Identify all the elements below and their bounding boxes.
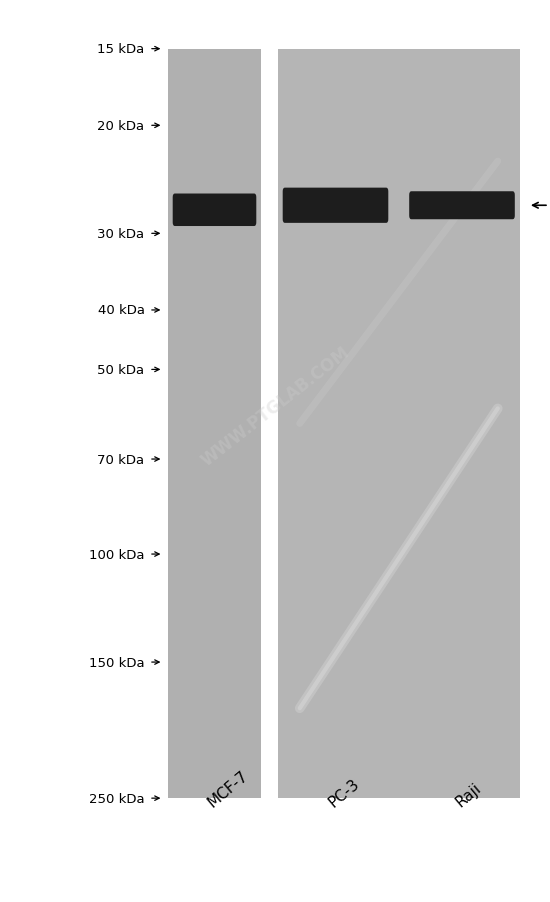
Text: 40 kDa: 40 kDa: [97, 304, 145, 318]
Text: 50 kDa: 50 kDa: [97, 364, 145, 376]
Text: 70 kDa: 70 kDa: [97, 453, 145, 466]
Bar: [168, 50, 261, 798]
Text: 15 kDa: 15 kDa: [97, 43, 145, 56]
Text: Raji: Raji: [452, 779, 483, 809]
Text: 100 kDa: 100 kDa: [89, 548, 145, 561]
Text: 20 kDa: 20 kDa: [97, 120, 145, 133]
Bar: [278, 50, 520, 798]
Text: 150 kDa: 150 kDa: [89, 656, 145, 668]
Text: 30 kDa: 30 kDa: [97, 227, 145, 241]
Text: PC-3: PC-3: [326, 775, 362, 809]
Text: 250 kDa: 250 kDa: [89, 792, 145, 805]
Text: MCF-7: MCF-7: [205, 767, 251, 809]
FancyBboxPatch shape: [173, 194, 256, 226]
FancyBboxPatch shape: [283, 189, 388, 224]
FancyBboxPatch shape: [409, 192, 515, 220]
Text: WWW.PTGLAB.COM: WWW.PTGLAB.COM: [197, 343, 353, 469]
